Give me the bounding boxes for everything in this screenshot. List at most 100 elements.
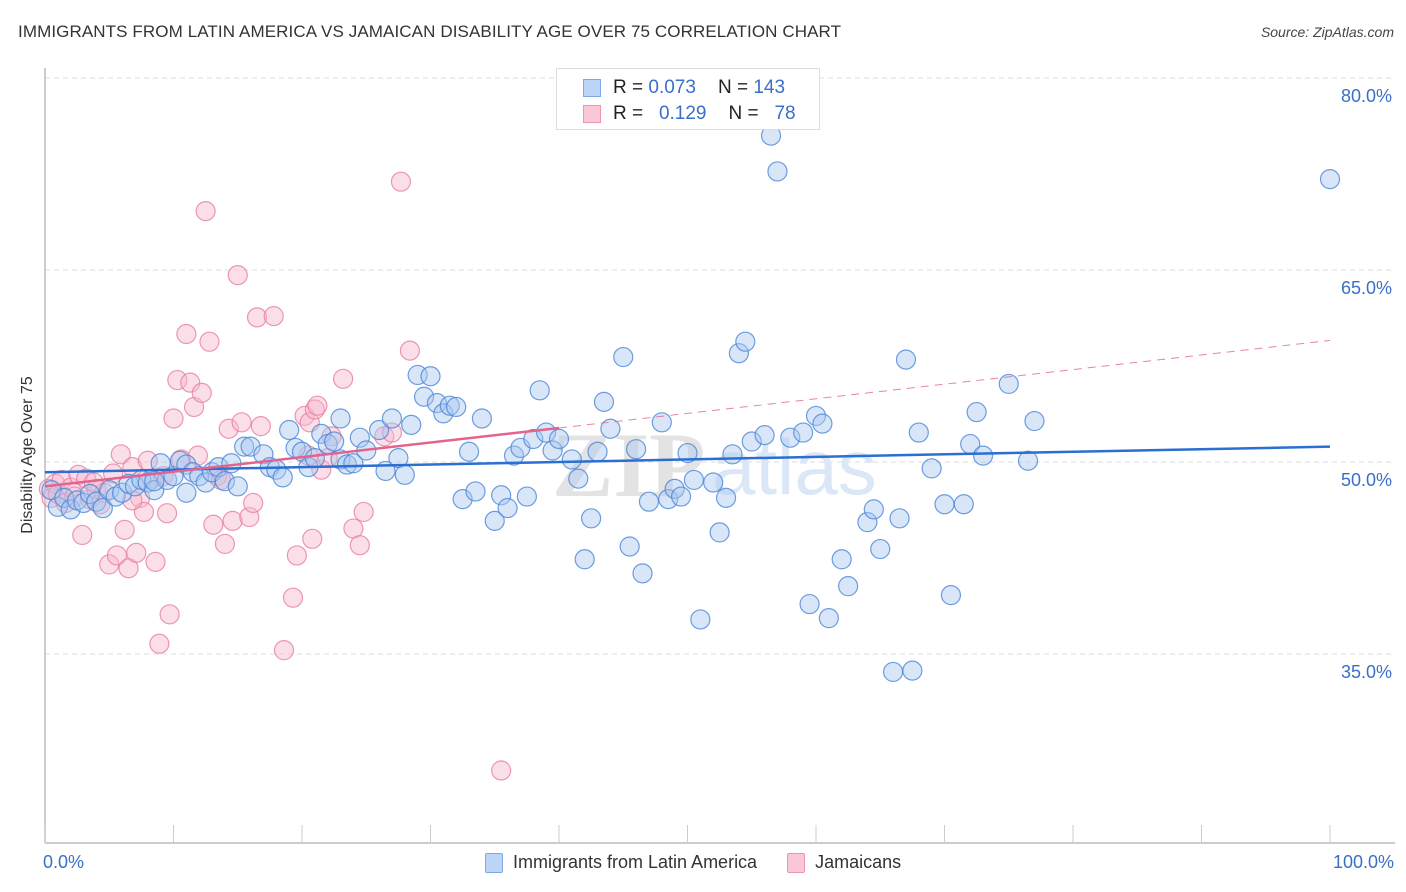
jamaicans-point	[176, 323, 197, 345]
latin-america-point	[561, 449, 582, 470]
n-label: N =	[728, 103, 759, 124]
latin-america-point	[587, 441, 608, 462]
watermark-atlas: atlas	[712, 423, 877, 511]
latin-america-point	[253, 444, 274, 465]
jamaicans-point	[114, 519, 135, 540]
latin-america-point	[439, 395, 460, 416]
latin-america-point	[940, 585, 962, 606]
watermark-zip: ZIP	[552, 414, 705, 516]
latin-america-point	[272, 467, 293, 488]
stats-legend: R = 0.073 N = 143 R = 0.129 N = 78	[556, 68, 820, 130]
latin-america-point	[799, 593, 820, 615]
latin-america-point	[831, 549, 852, 570]
latin-america-point	[279, 419, 300, 441]
trend-line-jamaicans	[44, 426, 560, 488]
latin-america-point	[516, 486, 537, 507]
latin-america-point	[953, 494, 974, 515]
trend-lines	[44, 339, 1331, 488]
latin-america-point	[754, 425, 775, 446]
jamaicans-point	[353, 501, 374, 523]
n-label: N =	[717, 77, 749, 98]
jamaicans-point	[180, 372, 201, 393]
trend-line-jamaicans-extension	[558, 339, 1331, 429]
jamaicans-point	[311, 459, 332, 480]
latin-america-point	[529, 380, 550, 401]
jamaicans-point	[273, 640, 295, 661]
latin-america-point	[780, 427, 801, 448]
legend-item-jamaicans[interactable]: Jamaicans	[787, 852, 901, 873]
jamaicans-point	[222, 510, 243, 531]
latin-america-point	[625, 439, 647, 460]
legend-item-latin-america[interactable]: Immigrants from Latin America	[485, 852, 757, 873]
jamaicans-point	[72, 524, 93, 546]
stats-row-jamaicans: R = 0.129 N = 78	[583, 103, 796, 125]
latin-america-point	[838, 576, 859, 597]
latin-america-point	[683, 469, 705, 491]
jamaicans-swatch	[787, 852, 806, 873]
latin-america-point	[491, 485, 512, 506]
latin-america-point	[523, 428, 544, 450]
latin-america-point	[882, 661, 904, 683]
latin-america-point	[343, 453, 364, 474]
jamaicans-point	[126, 542, 147, 563]
y-tick-label: 80.0%	[1340, 86, 1392, 106]
r-label: R =	[613, 77, 644, 98]
latin-america-point	[632, 563, 653, 584]
y-tick-label: 65.0%	[1340, 278, 1392, 298]
jamaicans-point	[227, 265, 248, 286]
latin-america-point	[452, 489, 473, 510]
latin-america-point	[381, 408, 403, 429]
latin-america-point	[735, 331, 756, 352]
latin-america-point	[413, 386, 435, 407]
jamaicans-swatch	[583, 105, 601, 123]
latin-america-point	[497, 497, 518, 519]
latin-america-point	[670, 486, 692, 507]
jamaicans-point	[263, 305, 284, 327]
x-tick-label-min: 0.0%	[43, 852, 85, 872]
x-tick-label-max: 100.0%	[1332, 852, 1394, 872]
latin-america-point	[458, 441, 480, 462]
latin-america-point	[394, 464, 415, 485]
latin-america-point	[812, 413, 833, 434]
y-tick-label: 50.0%	[1340, 470, 1392, 490]
y-tick-label: 35.0%	[1340, 662, 1392, 682]
latin-america-point	[902, 660, 923, 681]
latin-america-point	[574, 549, 595, 570]
latin-america-point	[1017, 450, 1039, 471]
legend-label: Immigrants from Latin America	[513, 852, 758, 872]
latin-america-point	[741, 431, 762, 452]
jamaicans-point	[163, 408, 184, 429]
jamaicans-point	[304, 399, 325, 420]
r-value: 0.073	[648, 77, 696, 98]
latin-america-point	[793, 422, 814, 443]
latin-america-point	[889, 508, 910, 529]
jamaicans-point	[399, 340, 421, 361]
latin-america-point	[465, 481, 486, 502]
latin-america-point	[311, 423, 332, 444]
r-value: 0.129	[658, 103, 707, 124]
jamaicans-point	[381, 422, 403, 443]
latin-america-point	[401, 414, 422, 435]
latin-america-point	[658, 489, 679, 510]
latin-america-point	[1319, 169, 1341, 190]
jamaicans-point	[156, 503, 178, 524]
latin-america-point	[895, 349, 917, 370]
latin-america-point	[593, 391, 615, 412]
series-jamaicans-points	[38, 171, 512, 781]
latin-america-point	[548, 428, 570, 450]
latin-america-point	[619, 536, 640, 557]
latin-america-point	[600, 418, 621, 439]
latin-america-point	[324, 431, 345, 452]
latin-america-point	[426, 393, 448, 414]
jamaicans-point	[167, 369, 188, 391]
n-value: 78	[774, 103, 796, 124]
latin-america-point	[677, 442, 698, 464]
latin-america-point	[728, 343, 750, 364]
legend-label: Jamaicans	[815, 852, 902, 872]
latin-america-point	[484, 510, 505, 531]
latin-america-point	[722, 444, 743, 465]
latin-america-point	[369, 419, 390, 441]
latin-america-point	[420, 366, 441, 387]
stats-row-latin-america: R = 0.073 N = 143	[583, 77, 785, 99]
latin-america-point	[703, 472, 724, 493]
